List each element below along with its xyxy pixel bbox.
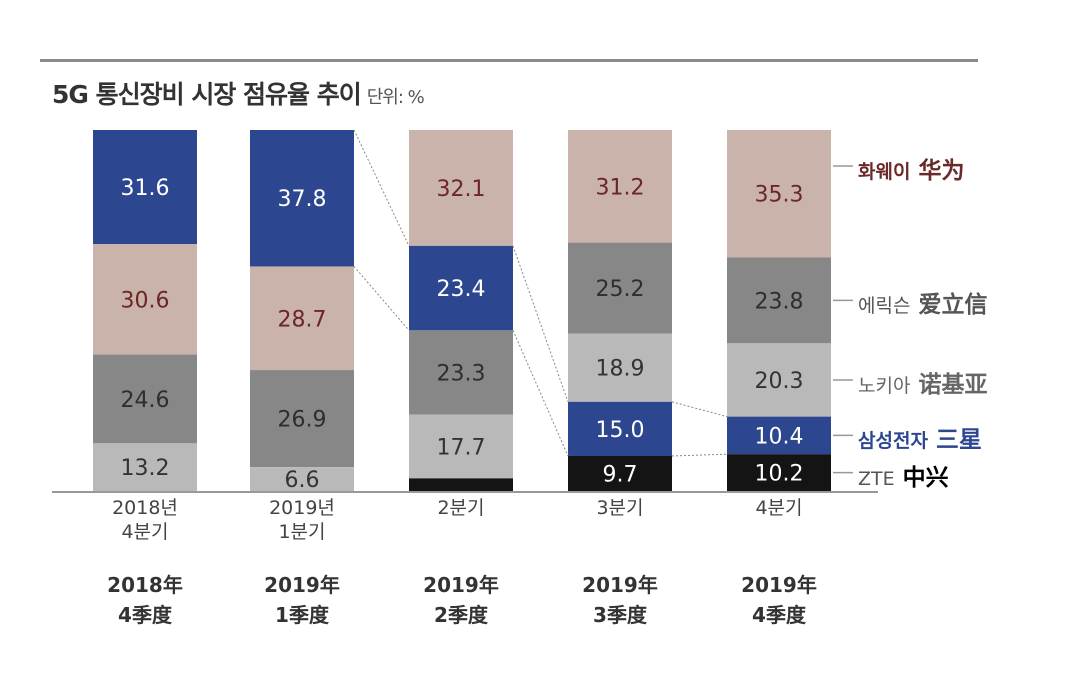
x-tick-line: 2분기 [437,497,485,519]
top-rule [40,59,978,62]
legend-label-cn: 爱立信 [918,292,988,319]
x-tick-label-cn: 2019年 3季度 [550,570,690,630]
unit-label: 단위: % [366,87,425,108]
legend-label-kr: 화웨이 [858,161,911,183]
x-tick-line-cn: 2019年 [582,573,658,597]
bar-segment [409,478,513,491]
x-tick-label: 2분기 [391,496,531,520]
connector-line [353,266,410,331]
x-tick-line-cn: 3季度 [593,603,647,627]
data-label: 25.2 [596,277,645,302]
x-tick-label: 2019년 1분기 [232,496,372,544]
x-tick-line-cn: 2019年 [423,573,499,597]
data-label: 28.7 [278,307,327,332]
data-label: 9.7 [603,462,638,487]
x-tick-line-cn: 2018年 [107,573,183,597]
data-label: 10.2 [755,462,804,487]
data-label: 17.7 [437,435,486,460]
connector-line [353,129,410,247]
x-tick-line-cn: 2季度 [434,603,488,627]
legend-label-kr: ZTE [858,467,895,490]
data-label: 31.6 [121,176,170,201]
data-label: 24.6 [121,388,170,413]
bar-segment [409,414,513,479]
data-label: 23.4 [437,277,486,302]
bar-segment [409,330,513,415]
x-tick-line: 1분기 [278,521,326,543]
bar-segment [568,401,672,456]
data-label: 10.4 [755,424,804,449]
bar-segment [727,257,831,344]
data-label: 26.9 [278,408,327,433]
data-label: 37.8 [278,187,327,212]
bar-segment [409,245,513,331]
title-text: 5G 통신장비 시장 점유율 추이 [52,80,362,109]
bar-segment [93,443,197,491]
x-tick-label: 2018년 4분기 [75,496,215,544]
x-tick-line: 4분기 [755,497,803,519]
bar-segment [727,130,831,258]
connector-line [671,401,728,418]
bar-segment [568,242,672,334]
bar-segment [409,130,513,246]
x-tick-line: 2019년 [269,497,335,519]
x-tick-line: 2018년 [112,497,178,519]
data-label: 31.2 [596,175,645,200]
bar-segment [93,244,197,355]
legend-item: 노키아 诺基亚 [858,365,987,399]
legend-item: ZTE 中兴 [858,458,949,492]
x-tick-label-cn: 2019年 4季度 [709,570,849,630]
x-tick-line-cn: 4季度 [752,603,806,627]
bar-segment [727,343,831,417]
x-tick-line-cn: 4季度 [118,603,172,627]
legend-item: 삼성전자 三星 [858,420,982,454]
x-tick-label: 4분기 [709,496,849,520]
legend-label-kr: 에릭슨 [858,295,911,318]
data-label: 23.3 [437,361,486,386]
connector-line [512,245,569,402]
data-label: 18.9 [596,357,645,382]
bar-segment [93,130,197,245]
x-tick-line-cn: 2019年 [741,573,817,597]
data-label: 20.3 [755,369,804,394]
legend-item: 에릭슨 爱立信 [858,285,987,319]
x-tick-label-cn: 2019年 1季度 [232,570,372,630]
x-tick-line-cn: 1季度 [275,603,329,627]
data-label: 35.3 [755,183,804,208]
bar-segment [93,354,197,444]
legend-item: 화웨이 华为 [858,151,964,185]
x-tick-line-cn: 2019年 [264,573,340,597]
connector-line [671,453,728,457]
x-tick-label: 3분기 [550,496,690,520]
legend-label-cn: 诺基亚 [918,371,988,398]
data-label: 30.6 [121,288,170,313]
bar-segment [250,266,354,371]
data-label: 32.1 [437,177,486,202]
bar-segment [727,454,831,491]
bar-segment [727,416,831,455]
x-tick-line: 3분기 [596,497,644,519]
bar-segment [568,130,672,243]
bar-segment [250,130,354,267]
connector-line [512,330,569,457]
legend-label-kr: 삼성전자 [858,430,928,453]
legend-label-cn: 三星 [935,427,982,454]
legend-label-cn: 华为 [918,158,965,184]
x-tick-label-cn: 2019年 2季度 [391,570,531,630]
bar-segment [250,467,354,491]
bar-segment [250,370,354,468]
data-label: 13.2 [121,456,170,481]
data-label: 6.6 [285,468,320,493]
x-tick-label-cn: 2018年 4季度 [75,570,215,630]
bar-segment [568,333,672,402]
chart-title: 5G 통신장비 시장 점유율 추이 단위: % [52,75,425,111]
x-tick-line: 4분기 [121,521,169,543]
data-label: 15.0 [596,418,645,443]
legend-label-cn: 中兴 [902,464,949,491]
bar-segment [568,455,672,491]
data-label: 23.8 [755,289,804,314]
legend-label-kr: 노키아 [858,374,911,397]
